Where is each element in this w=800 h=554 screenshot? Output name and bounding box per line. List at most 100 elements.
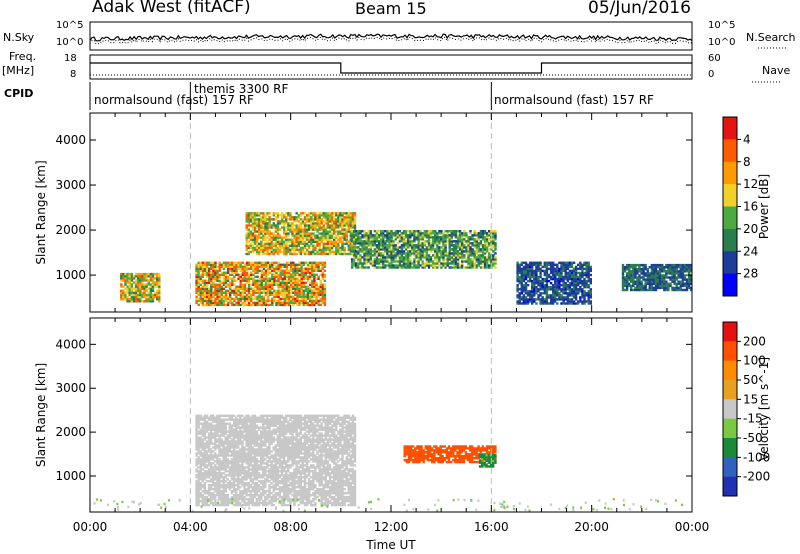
heatmap-cell <box>409 260 412 263</box>
heatmap-cell <box>195 426 198 429</box>
heatmap-cell <box>367 238 370 241</box>
heatmap-cell <box>295 220 298 223</box>
heatmap-cell <box>209 452 213 455</box>
heatmap-cell <box>556 290 559 293</box>
heatmap-cell <box>322 236 325 239</box>
heatmap-cell <box>245 240 248 243</box>
heatmap-cell <box>149 295 153 299</box>
heatmap-cell <box>444 236 447 239</box>
heatmap-cell <box>260 222 263 225</box>
heatmap-cell <box>461 258 464 261</box>
heatmap-cell <box>321 289 324 292</box>
heatmap-cell <box>363 240 366 243</box>
heatmap-cell <box>226 291 230 294</box>
heatmap-cell <box>201 464 204 467</box>
heatmap-cell <box>203 470 207 473</box>
heatmap-cell <box>658 268 662 271</box>
heatmap-cell <box>283 228 286 231</box>
heatmap-cell <box>247 234 250 237</box>
heatmap-cell <box>558 286 561 289</box>
heatmap-cell <box>205 424 209 427</box>
heatmap-cell <box>283 265 287 268</box>
heatmap-cell <box>467 260 470 263</box>
heatmap-cell <box>214 416 217 419</box>
heatmap-cell <box>205 271 209 274</box>
heatmap-cell <box>294 285 297 288</box>
heatmap-cell <box>452 264 456 267</box>
heatmap-cell <box>299 218 303 221</box>
heatmap-cell <box>355 252 358 255</box>
heatmap-cell <box>214 442 217 445</box>
heatmap-cell <box>335 230 338 233</box>
heatmap-cell <box>258 250 261 254</box>
heatmap-cell <box>158 275 161 278</box>
heatmap-cell <box>404 242 408 245</box>
heatmap-cell <box>552 284 555 287</box>
heatmap-cell <box>454 266 458 269</box>
frequency-line <box>90 62 692 74</box>
heatmap-cell <box>585 292 588 295</box>
heatmap-cell <box>274 250 278 254</box>
heatmap-cell <box>300 299 303 303</box>
heatmap-cell <box>522 269 526 273</box>
heatmap-cell <box>264 285 268 288</box>
heatmap-cell <box>243 279 247 282</box>
heatmap-cell <box>461 246 464 249</box>
heatmap-cell <box>283 220 286 223</box>
heatmap-cell <box>461 236 464 239</box>
heatmap-cell <box>483 248 487 251</box>
heatmap-cell <box>522 275 526 279</box>
heatmap-cell <box>349 236 352 239</box>
heatmap-cell <box>220 432 223 435</box>
heatmap-cell <box>226 303 230 307</box>
heatmap-cell <box>481 254 485 257</box>
heatmap-cell <box>218 438 221 441</box>
heatmap-cell <box>199 414 202 417</box>
heatmap-cell <box>471 260 474 263</box>
heatmap-cell <box>303 252 307 256</box>
heatmap-cell <box>195 446 198 449</box>
heatmap-cell <box>421 236 424 239</box>
heatmap-cell <box>256 267 259 270</box>
heatmap-cell <box>341 214 344 217</box>
heatmap-cell <box>201 478 204 481</box>
heatmap-cell <box>214 291 217 294</box>
heatmap-cell <box>572 302 576 305</box>
heatmap-cell <box>203 488 207 491</box>
heatmap-cell <box>632 274 635 277</box>
heatmap-cell <box>625 276 629 279</box>
heatmap-cell <box>431 248 435 251</box>
heatmap-cell <box>621 282 625 285</box>
heatmap-cell <box>312 214 315 217</box>
heatmap-cell <box>305 218 309 221</box>
heatmap-cell <box>271 301 274 305</box>
heatmap-cell <box>677 286 680 290</box>
heatmap-cell <box>518 265 521 269</box>
heatmap-cell <box>417 260 420 263</box>
heatmap-cell <box>589 269 592 273</box>
heatmap-cell <box>201 426 204 429</box>
heatmap-cell <box>247 250 250 254</box>
heatmap-cell <box>156 275 159 278</box>
heatmap-cell <box>309 271 312 274</box>
heatmap-cell <box>560 263 563 266</box>
heatmap-cell <box>577 277 580 281</box>
heatmap-cell <box>201 432 204 435</box>
heatmap-cell <box>228 450 232 453</box>
heatmap-cell <box>235 271 238 274</box>
heatmap-cell <box>218 291 221 294</box>
heatmap-cell <box>222 482 225 485</box>
heatmap-cell <box>209 480 213 483</box>
heatmap-cell <box>239 273 242 276</box>
heatmap-cell <box>315 287 318 290</box>
heatmap-cell <box>212 450 215 453</box>
heatmap-cell <box>363 244 366 247</box>
heatmap-cell <box>552 261 555 264</box>
heatmap-cell <box>203 295 207 298</box>
heatmap-cell <box>621 266 625 269</box>
heatmap-cell <box>256 281 259 284</box>
heatmap-cell <box>303 234 307 237</box>
heatmap-cell <box>549 269 553 273</box>
heatmap-cell <box>218 436 221 439</box>
heatmap-cell <box>294 289 297 292</box>
